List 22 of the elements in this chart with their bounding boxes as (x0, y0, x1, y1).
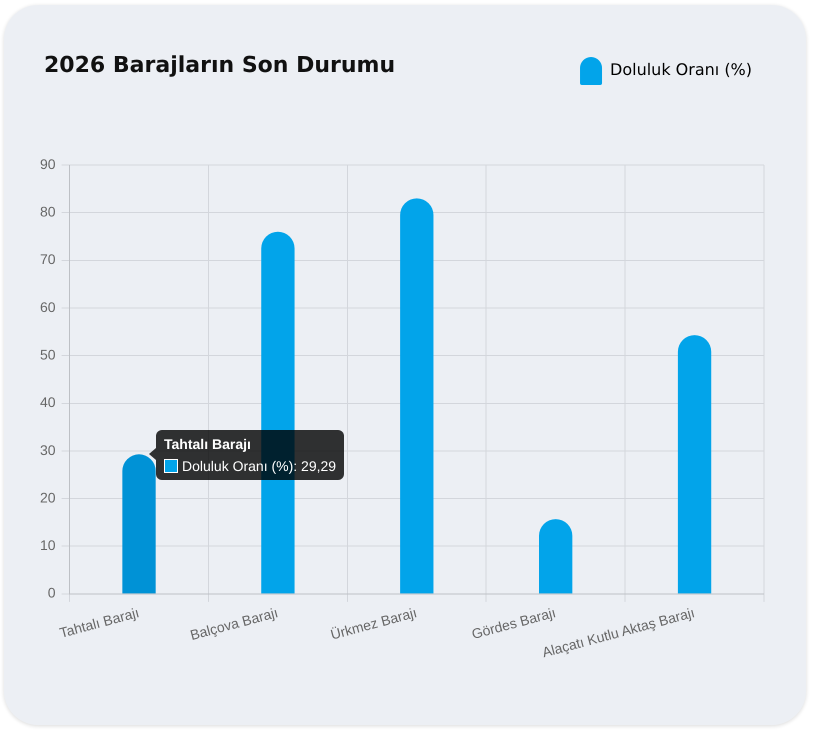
bar (539, 519, 572, 594)
chart-title: 2026 Barajların Son Durumu (44, 53, 396, 78)
y-tick-label: 10 (40, 537, 56, 554)
bar (678, 335, 712, 594)
y-tick-label: 30 (40, 442, 56, 458)
y-tick-label: 80 (40, 204, 56, 220)
legend-label: Doluluk Oranı (%) (610, 60, 752, 80)
y-tick-label: 90 (40, 156, 56, 172)
y-tick-label: 70 (40, 251, 56, 268)
y-tick-label: 40 (40, 394, 56, 410)
annotation: Tahtalı Barajı (164, 436, 252, 452)
y-tick-label: 60 (40, 298, 56, 315)
x-tick-label: Balçova Barajı (188, 604, 280, 643)
annotation: Doluluk Oranı (%): 29,29 (182, 458, 336, 474)
x-tick-label: Gördes Barajı (470, 604, 558, 642)
x-tick-label: Tahtalı Barajı (58, 604, 141, 641)
y-tick-label: 0 (48, 584, 56, 601)
x-tick-label: Ürkmez Barajı (328, 604, 419, 643)
y-tick-label: 20 (40, 489, 56, 506)
bar (400, 198, 434, 594)
bar (122, 454, 156, 594)
y-tick-label: 50 (40, 346, 56, 362)
